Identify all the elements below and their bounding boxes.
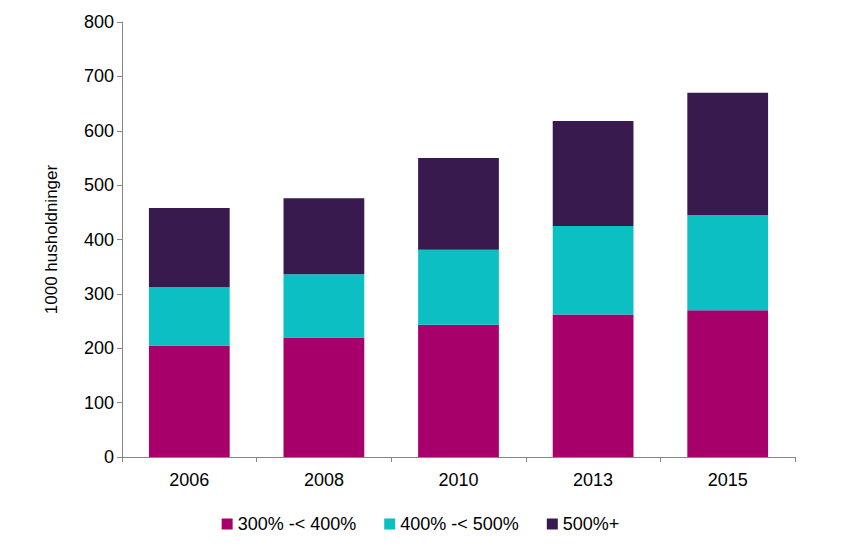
svg-text:400% -< 500%: 400% -< 500% [400, 514, 519, 534]
svg-text:2006: 2006 [169, 470, 209, 490]
svg-text:1000 husholdninger: 1000 husholdninger [42, 164, 61, 314]
svg-text:200: 200 [84, 338, 114, 358]
svg-text:100: 100 [84, 393, 114, 413]
svg-text:2013: 2013 [573, 470, 613, 490]
svg-text:2015: 2015 [708, 470, 748, 490]
svg-text:2010: 2010 [438, 470, 478, 490]
svg-text:2008: 2008 [304, 470, 344, 490]
svg-text:600: 600 [84, 121, 114, 141]
svg-text:500: 500 [84, 175, 114, 195]
svg-text:700: 700 [84, 66, 114, 86]
svg-text:300% -< 400%: 300% -< 400% [238, 514, 357, 534]
svg-text:300: 300 [84, 284, 114, 304]
svg-text:0: 0 [104, 447, 114, 467]
svg-text:800: 800 [84, 12, 114, 32]
svg-text:500%+: 500%+ [563, 514, 620, 534]
svg-text:400: 400 [84, 230, 114, 250]
